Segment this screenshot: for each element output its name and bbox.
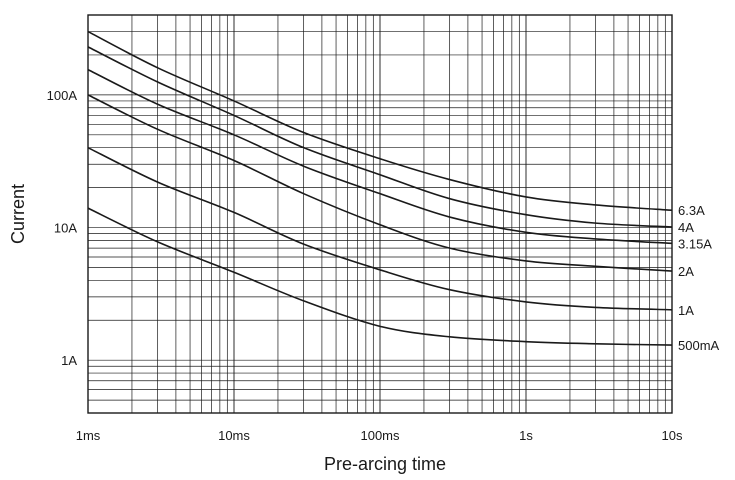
series-label-4a: 4A bbox=[678, 220, 694, 235]
y-tick-labels: 1A 10A 100A bbox=[47, 88, 78, 368]
curve-2a bbox=[87, 94, 673, 272]
series-label-6-3a: 6.3A bbox=[678, 203, 705, 218]
series-label-3-15a: 3.15A bbox=[678, 236, 712, 251]
series-label-1a: 1A bbox=[678, 303, 694, 318]
curve-1a bbox=[87, 146, 673, 311]
x-tick-label: 1s bbox=[519, 428, 533, 443]
x-tick-label: 1ms bbox=[76, 428, 101, 443]
y-tick-label: 100A bbox=[47, 88, 78, 103]
x-tick-label: 10s bbox=[662, 428, 683, 443]
series-labels: 6.3A 4A3.15A 2A 1A 500mA bbox=[678, 203, 720, 353]
curve-4a bbox=[87, 46, 673, 228]
y-tick-label: 10A bbox=[54, 221, 77, 236]
x-axis-title: Pre-arcing time bbox=[324, 454, 446, 474]
curve-500ma bbox=[87, 207, 673, 346]
curve-6-3a bbox=[87, 30, 673, 212]
y-axis-title: Current bbox=[8, 184, 28, 244]
curve-3-15a bbox=[87, 68, 673, 245]
x-tick-label: 10ms bbox=[218, 428, 250, 443]
grid bbox=[88, 15, 672, 413]
series-label-2a: 2A bbox=[678, 264, 694, 279]
x-tick-labels: 1ms 10ms 100ms 1s 10s bbox=[76, 428, 683, 443]
y-tick-label: 1A bbox=[61, 353, 77, 368]
plot-frame bbox=[87, 14, 673, 414]
curves bbox=[87, 30, 673, 346]
series-label-500ma: 500mA bbox=[678, 338, 720, 353]
x-tick-label: 100ms bbox=[360, 428, 400, 443]
